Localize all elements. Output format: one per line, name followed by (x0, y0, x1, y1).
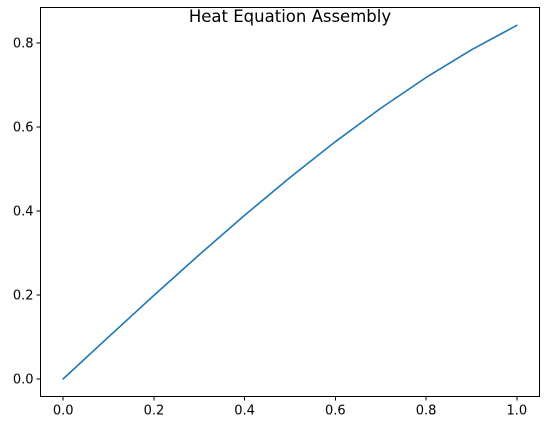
y-tick-label: 0.6 (13, 120, 34, 135)
x-axis-ticks: 0.0 0.2 0.4 0.6 0.8 1.0 (53, 396, 527, 419)
x-tick-label: 0.0 (53, 404, 74, 419)
y-tick-label: 0.2 (13, 288, 34, 303)
x-tick-label: 0.8 (416, 404, 437, 419)
plot-area-frame (40, 7, 540, 397)
y-axis-ticks: 0.0 0.2 0.4 0.6 0.8 (13, 36, 41, 387)
x-tick-label: 0.6 (325, 404, 346, 419)
x-tick-label: 1.0 (506, 404, 527, 419)
plot-lines (62, 24, 518, 380)
x-tick-label: 0.4 (234, 404, 255, 419)
y-tick-label: 0.4 (13, 204, 34, 219)
series-line-0 (62, 24, 518, 380)
x-tick-label: 0.2 (144, 404, 165, 419)
y-tick-label: 0.8 (13, 36, 34, 51)
y-tick-label: 0.0 (13, 372, 34, 387)
chart-title: Heat Equation Assembly (189, 7, 391, 26)
